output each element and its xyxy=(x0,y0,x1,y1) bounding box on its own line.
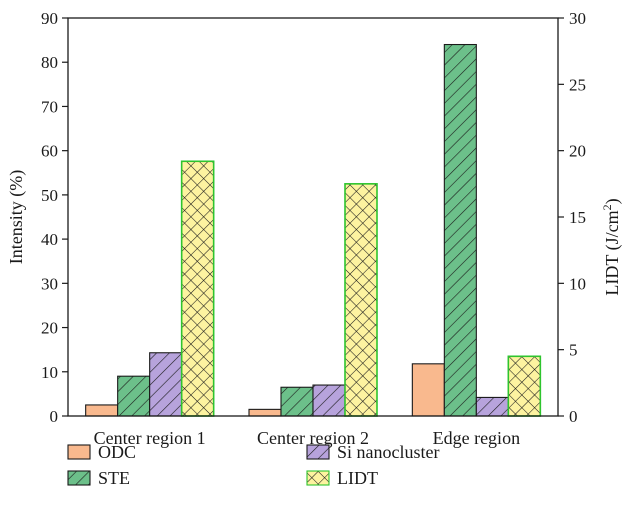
legend-swatch-lidt xyxy=(306,470,330,486)
bar-hatch-si-nanocluster xyxy=(149,352,182,416)
y2-tick-label: 30 xyxy=(569,9,586,28)
y2-tick-label: 0 xyxy=(569,407,578,426)
legend-swatch-hatch-ste xyxy=(68,471,90,485)
y2-tick-label: 25 xyxy=(569,75,586,94)
y2-tick-label: 5 xyxy=(569,341,578,360)
bar-hatch-lidt xyxy=(181,161,214,416)
legend-swatch-hatch-lidt xyxy=(307,471,329,485)
x-category-label: Center region 2 xyxy=(257,428,369,448)
legend-swatch-fill-odc xyxy=(68,445,90,459)
right-axis: 0 5 10 15 20 25 30 xyxy=(558,9,586,426)
bar-hatch-si-nanocluster xyxy=(476,397,509,416)
bar-hatch-si-nanocluster xyxy=(313,385,345,416)
y2-axis-title-main: LIDT (J/cm xyxy=(602,210,623,295)
y-tick-label: 10 xyxy=(41,363,58,382)
left-axis: 0 10 20 30 40 50 60 70 80 90 xyxy=(41,9,68,426)
y2-axis-title: LIDT (J/cm2) xyxy=(600,198,623,295)
bar-fill-odc xyxy=(249,409,281,416)
y-tick-label: 90 xyxy=(41,9,58,28)
y2-axis-title-sup: 2 xyxy=(600,204,614,210)
y-tick-label: 30 xyxy=(41,274,58,293)
bar-hatch-lidt xyxy=(345,183,377,416)
y-tick-label: 20 xyxy=(41,319,58,338)
y-tick-label: 40 xyxy=(41,230,58,249)
y2-tick-label: 20 xyxy=(569,142,586,161)
y-tick-label: 80 xyxy=(41,53,58,72)
legend-swatch-ste xyxy=(67,470,91,486)
bars-layer xyxy=(85,43,542,417)
y2-axis-title-close: ) xyxy=(602,198,623,204)
bar-hatch-ste xyxy=(444,44,477,417)
legend-swatch-odc xyxy=(67,444,91,460)
y-axis-title: Intensity (%) xyxy=(6,170,27,264)
legend-label-odc: ODC xyxy=(98,442,136,462)
y-tick-label: 0 xyxy=(50,407,59,426)
plot-frame xyxy=(67,17,559,417)
bar-hatch-ste xyxy=(117,376,150,416)
bar-fill-odc xyxy=(85,404,118,416)
bar-fill-odc xyxy=(412,363,445,416)
x-category-label: Edge region xyxy=(433,428,520,448)
legend-label-si-nanocluster: Si nanocluster xyxy=(337,442,439,462)
legend-label-lidt: LIDT xyxy=(337,468,378,488)
y-tick-label: 60 xyxy=(41,142,58,161)
y2-tick-label: 15 xyxy=(569,208,586,227)
category-labels: Center region 1 Center region 2 Edge regio… xyxy=(94,428,520,448)
legend-label-ste: STE xyxy=(98,468,130,488)
y-tick-label: 50 xyxy=(41,186,58,205)
legend: ODC Si nanocluster STE LIDT xyxy=(67,442,439,488)
y-tick-label: 70 xyxy=(41,97,58,116)
x-category-label: Center region 1 xyxy=(94,428,206,448)
legend-swatch-hatch-si-nanocluster xyxy=(307,445,329,459)
y2-tick-label: 10 xyxy=(569,274,586,293)
bar-hatch-ste xyxy=(281,387,313,416)
bar-hatch-lidt xyxy=(508,356,541,416)
legend-swatch-si-nanocluster xyxy=(306,444,330,460)
